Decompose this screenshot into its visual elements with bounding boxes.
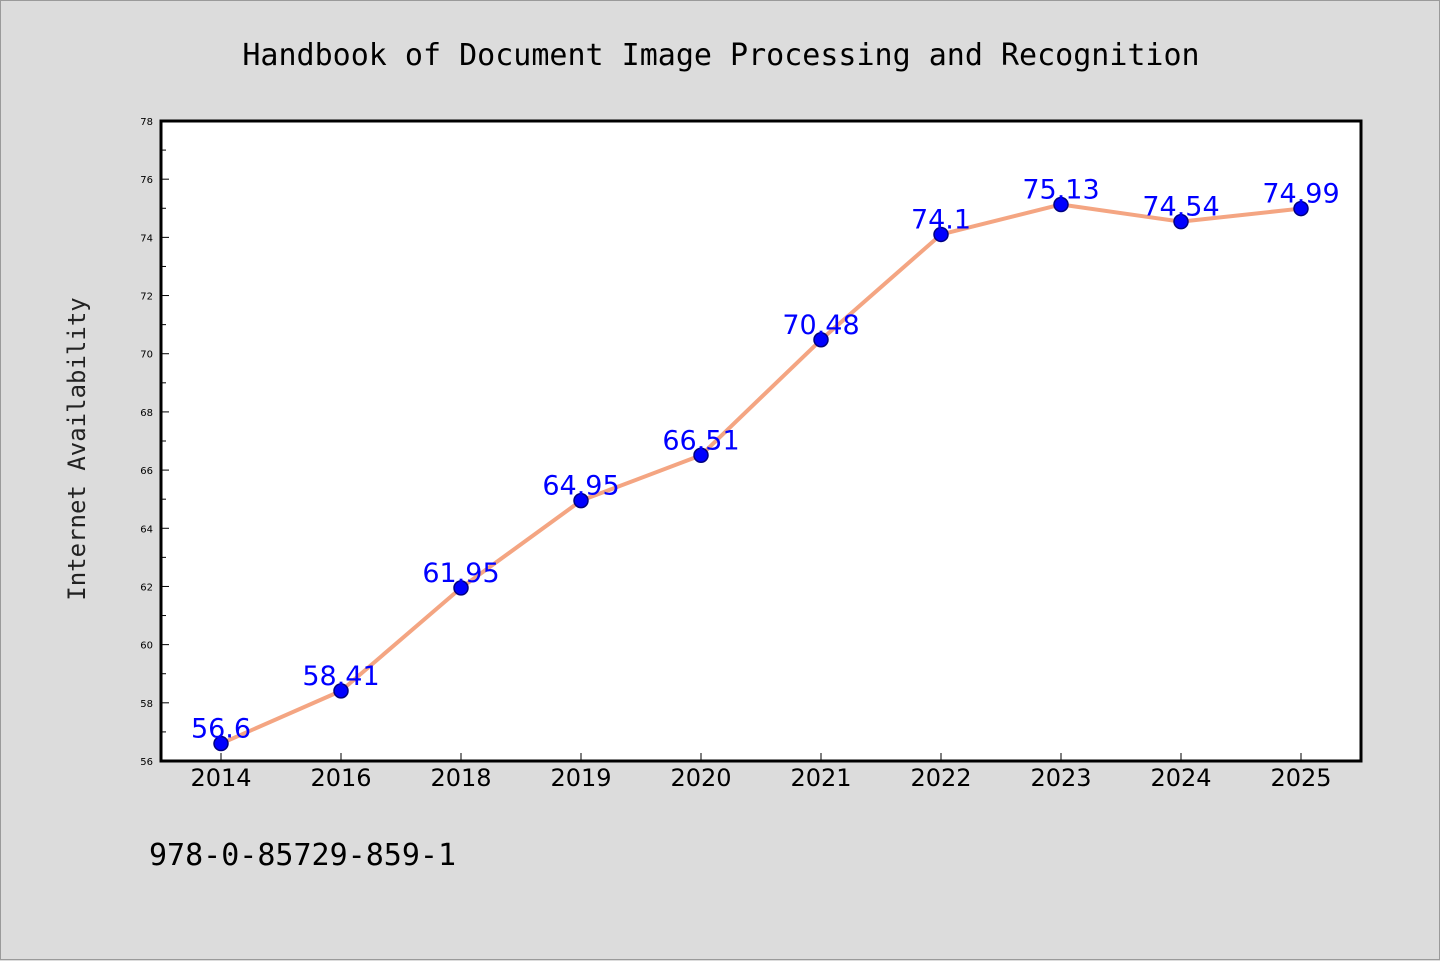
data-label: 75.13	[1022, 174, 1099, 205]
x-tick-label: 2024	[1150, 764, 1211, 792]
x-tick-label: 2016	[310, 764, 371, 792]
y-tick-label: 70	[140, 350, 153, 361]
y-axis-label: Internet Availability	[63, 297, 91, 600]
data-label: 64.95	[542, 471, 619, 502]
data-label: 58.41	[302, 661, 379, 692]
chart-title: Handbook of Document Image Processing an…	[242, 38, 1199, 73]
data-label: 74.54	[1142, 192, 1219, 223]
y-tick-label: 72	[140, 292, 153, 303]
isbn-text: 978-0-85729-859-1	[149, 838, 456, 873]
y-tick-label: 78	[140, 117, 153, 128]
data-point	[333, 683, 349, 699]
y-tick-label: 62	[140, 582, 153, 593]
x-tick-label: 2019	[550, 764, 611, 792]
x-tick-label: 2021	[790, 764, 851, 792]
data-point	[1053, 196, 1069, 213]
y-tick-label: 68	[140, 408, 153, 419]
data-point	[813, 332, 829, 348]
data-label: 70.48	[782, 310, 859, 341]
data-point	[1293, 200, 1309, 217]
plot-area	[161, 121, 1361, 761]
data-label: 61.95	[422, 558, 499, 589]
data-point	[1173, 213, 1189, 230]
y-tick-label: 64	[140, 524, 153, 535]
data-label: 66.51	[662, 425, 739, 456]
data-point	[573, 492, 589, 509]
y-tick-label: 58	[140, 699, 153, 710]
data-point	[933, 226, 949, 243]
series-layer: 56.6 58.41 61.95 64.95 66.51 70.48 74.1 75.13 74…	[191, 174, 1340, 752]
x-tick-label: 2025	[1270, 764, 1331, 792]
axis-ticks: 56 58 60 62 64 66 68 70 72 74 76 78 2014 2016 2018 2019…	[140, 117, 1331, 792]
data-label: 74.1	[911, 204, 971, 235]
data-point	[453, 580, 469, 596]
y-tick-label: 66	[140, 466, 153, 477]
y-tick-label: 60	[140, 641, 153, 652]
plot-border	[159, 119, 1363, 763]
y-tick-label: 76	[140, 175, 153, 186]
y-tick-label: 56	[140, 757, 153, 768]
x-tick-label: 2020	[670, 764, 731, 792]
x-tick-label: 2014	[190, 764, 251, 792]
data-label: 56.6	[191, 714, 251, 745]
x-tick-label: 2022	[910, 764, 971, 792]
x-tick-label: 2018	[430, 764, 491, 792]
y-tick-label: 74	[140, 233, 153, 244]
data-point	[213, 735, 229, 752]
data-point	[693, 447, 709, 464]
x-tick-label: 2023	[1030, 764, 1091, 792]
data-label: 74.99	[1262, 179, 1339, 210]
series-line	[219, 202, 1303, 746]
